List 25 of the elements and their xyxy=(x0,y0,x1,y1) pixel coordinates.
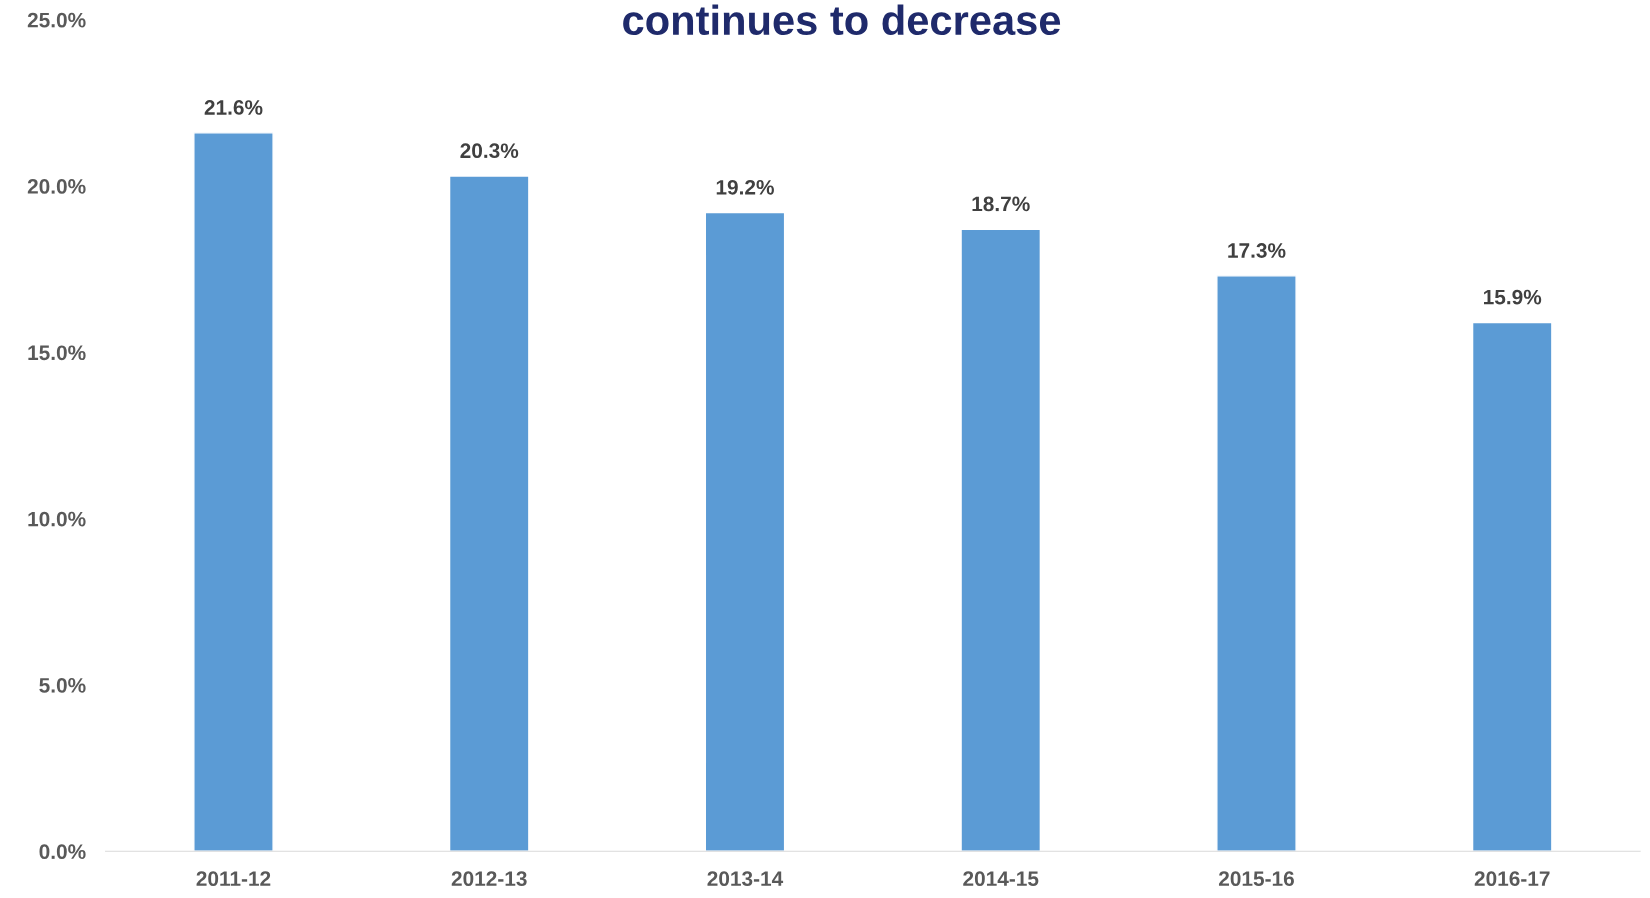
data-label: 17.3% xyxy=(1228,243,1286,258)
data-label: 21.6% xyxy=(204,100,263,115)
bar xyxy=(960,228,1042,852)
data-label: 20.3% xyxy=(460,143,519,159)
bar xyxy=(448,175,530,852)
x-tick-label: 2012-13 xyxy=(451,871,527,887)
bar xyxy=(1471,321,1553,852)
y-tick-label: 20.0% xyxy=(27,179,86,194)
y-tick-label: 15.0% xyxy=(28,345,86,361)
bar xyxy=(1216,275,1297,852)
data-label: 19.2% xyxy=(716,179,774,195)
data-label: 15.9% xyxy=(1484,289,1542,305)
chart-title: continues to decrease xyxy=(623,4,1061,36)
bar xyxy=(193,132,274,852)
x-tick-label: 2011-12 xyxy=(196,871,271,887)
y-tick-label: 0.0% xyxy=(39,844,86,860)
y-tick-label: 10.0% xyxy=(28,511,86,527)
y-tick-label: 25.0% xyxy=(27,12,86,28)
bar xyxy=(704,211,786,852)
x-tick-label: 2013-14 xyxy=(707,871,784,887)
data-label: 18.7% xyxy=(972,196,1030,212)
x-tick-label: 2014-15 xyxy=(963,871,1039,887)
y-tick-label: 5.0% xyxy=(39,678,86,693)
x-tick-label: 2015-16 xyxy=(1218,871,1294,887)
x-tick-label: 2016-17 xyxy=(1474,871,1550,887)
